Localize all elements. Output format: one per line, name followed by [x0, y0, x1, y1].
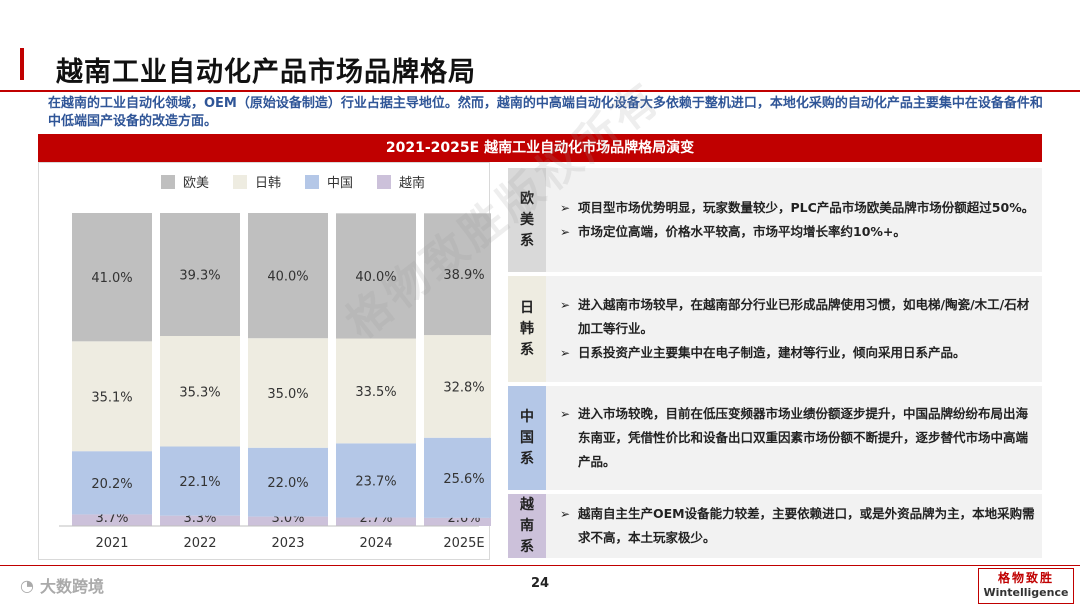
data-label: 22.0% [267, 476, 308, 491]
bar-segment [424, 517, 491, 526]
arrow-bullet-icon: ➢ [560, 507, 571, 521]
logo-en-text: Wintelligence [983, 586, 1069, 599]
x-tick-label: 2022 [183, 536, 216, 551]
bar-segment [336, 517, 416, 526]
bar-segment [336, 338, 416, 444]
data-label: 35.1% [91, 390, 132, 405]
category-row: 中国系 ➢ 进入市场较晚，目前在低压变频器市场业绩份额逐步提升，中国品牌纷纷布局出海… [508, 386, 1042, 490]
data-label: 23.7% [355, 474, 396, 489]
x-tick-label: 2023 [271, 536, 304, 551]
legend-swatch [305, 175, 319, 189]
data-label: 32.8% [443, 380, 484, 395]
bar-segment [248, 213, 328, 339]
bar-segment [160, 446, 240, 516]
bar-segment [424, 335, 491, 438]
x-tick-label: 2021 [95, 536, 128, 551]
data-label: 35.3% [179, 385, 220, 400]
arrow-bullet-icon: ➢ [560, 298, 571, 312]
bullet-text: 市场定位高端，价格水平较高，市场平均增长率约10%+。 [578, 224, 906, 239]
data-label: 35.0% [267, 387, 308, 402]
category-row: 越南系 ➢ 越南自主生产OEM设备能力较差，主要依赖进口，或是外资品牌为主，本地采购… [508, 494, 1042, 558]
bar-segment [336, 443, 416, 518]
stacked-bar-chart: 欧美 日韩 中国 越南3.7%20.2%35.1%41.0%20213.3%22.1%… [59, 175, 491, 551]
arrow-bullet-icon: ➢ [560, 201, 571, 215]
legend-label: 欧美 [183, 176, 209, 191]
bar-segment [424, 213, 491, 336]
title-accent-bar [20, 48, 24, 80]
category-label-text: 日韩系 [520, 299, 534, 358]
bar-segment [160, 515, 240, 526]
data-label: 3.7% [95, 511, 128, 526]
bullet-item: ➢ 进入市场较晚，目前在低压变频器市场业绩份额逐步提升，中国品牌纷纷布局出海东南亚… [556, 402, 1036, 474]
arrow-bullet-icon: ➢ [560, 407, 571, 421]
bar-segment [72, 451, 152, 515]
brand-mark-icon: ◔ [20, 575, 34, 595]
category-bullets: ➢ 进入越南市场较早，在越南部分行业已形成品牌使用习惯，如电梯/陶瓷/木工/石材加… [556, 276, 1036, 382]
bar-segment [248, 338, 328, 448]
x-tick-label: 2025E [443, 536, 484, 551]
bullet-item: ➢ 项目型市场优势明显，玩家数量较少，PLC产品市场欧美品牌市场份额超过50%。 [556, 196, 1036, 220]
category-row: 欧美系 ➢ 项目型市场优势明显，玩家数量较少，PLC产品市场欧美品牌市场份额超过50… [508, 168, 1042, 272]
bullet-item: ➢ 越南自主生产OEM设备能力较差，主要依赖进口，或是外资品牌为主，本地采购需求不… [556, 502, 1036, 550]
bar-segment [336, 213, 416, 339]
page-number: 24 [530, 576, 550, 591]
bar-segment [160, 336, 240, 447]
data-label: 33.5% [355, 385, 396, 400]
bullet-text: 日系投资产业主要集中在电子制造，建材等行业，倾向采用日系产品。 [578, 345, 966, 360]
category-label-text: 中国系 [520, 408, 534, 467]
footer-divider [0, 565, 1080, 566]
company-logo: 格物致胜 Wintelligence [978, 568, 1074, 604]
category-bullets: ➢ 越南自主生产OEM设备能力较差，主要依赖进口，或是外资品牌为主，本地采购需求不… [556, 494, 1036, 558]
category-label: 欧美系 [508, 168, 546, 272]
legend-label: 日韩 [255, 176, 281, 191]
data-label: 40.0% [355, 270, 396, 285]
bar-segment [424, 437, 491, 518]
category-bullets: ➢ 项目型市场优势明显，玩家数量较少，PLC产品市场欧美品牌市场份额超过50%。 ➢… [556, 168, 1036, 272]
data-label: 22.1% [179, 475, 220, 490]
legend-label: 越南 [399, 175, 425, 191]
bullet-item: ➢ 市场定位高端，价格水平较高，市场平均增长率约10%+。 [556, 220, 1036, 244]
panel-title: 2021-2025E 越南工业自动化市场品牌格局演变 [38, 134, 1042, 162]
category-label-text: 欧美系 [520, 190, 534, 249]
legend-swatch [233, 175, 247, 189]
title-divider [0, 90, 1080, 92]
legend-swatch [161, 175, 175, 189]
arrow-bullet-icon: ➢ [560, 225, 571, 239]
bullet-text: 越南自主生产OEM设备能力较差，主要依赖进口，或是外资品牌为主，本地采购需求不高… [578, 506, 1035, 545]
bar-segment [72, 213, 152, 342]
bullet-item: ➢ 进入越南市场较早，在越南部分行业已形成品牌使用习惯，如电梯/陶瓷/木工/石材加… [556, 293, 1036, 341]
data-label: 39.3% [179, 269, 220, 284]
bullet-text: 项目型市场优势明显，玩家数量较少，PLC产品市场欧美品牌市场份额超过50%。 [578, 200, 1035, 215]
category-label: 越南系 [508, 494, 546, 558]
page-title: 越南工业自动化产品市场品牌格局 [56, 57, 476, 88]
chart-panel: 欧美 日韩 中国 越南 3.7% 20.2% 35.1% 41.0% 2021 3.3% 22.1%… [38, 162, 491, 560]
bar-segment [72, 341, 152, 452]
data-label: 41.0% [91, 271, 132, 286]
legend-label: 中国 [327, 176, 353, 191]
data-label: 40.0% [267, 270, 308, 285]
data-label: 20.2% [91, 477, 132, 492]
category-row: 日韩系 ➢ 进入越南市场较早，在越南部分行业已形成品牌使用习惯，如电梯/陶瓷/木工/… [508, 276, 1042, 382]
footer-brand-text: 大数跨境 [39, 577, 104, 596]
summary-text: 在越南的工业自动化领域，OEM（原始设备制造）行业占据主导地位。然而，越南的中高… [48, 96, 1043, 129]
category-label-text: 越南系 [520, 496, 534, 555]
x-tick-label: 2024 [359, 536, 392, 551]
data-label: 38.9% [443, 268, 484, 283]
bar-segment [160, 213, 240, 337]
category-bullets: ➢ 进入市场较晚，目前在低压变频器市场业绩份额逐步提升，中国品牌纷纷布局出海东南亚… [556, 386, 1036, 490]
bar-segment [248, 447, 328, 517]
category-label: 中国系 [508, 386, 546, 490]
category-label: 日韩系 [508, 276, 546, 382]
bar-segment [248, 516, 328, 526]
bullet-text: 进入越南市场较早，在越南部分行业已形成品牌使用习惯，如电梯/陶瓷/木工/石材加工… [578, 297, 1030, 336]
arrow-bullet-icon: ➢ [560, 346, 571, 360]
bullet-item: ➢ 日系投资产业主要集中在电子制造，建材等行业，倾向采用日系产品。 [556, 341, 1036, 365]
logo-cn-text: 格物致胜 [997, 571, 1054, 585]
bullet-text: 进入市场较晚，目前在低压变频器市场业绩份额逐步提升，中国品牌纷纷布局出海东南亚，… [578, 406, 1029, 469]
legend-swatch [377, 175, 391, 189]
footer-brand: ◔ 大数跨境 [20, 573, 104, 597]
data-label: 25.6% [443, 472, 484, 487]
bar-segment [72, 514, 152, 526]
